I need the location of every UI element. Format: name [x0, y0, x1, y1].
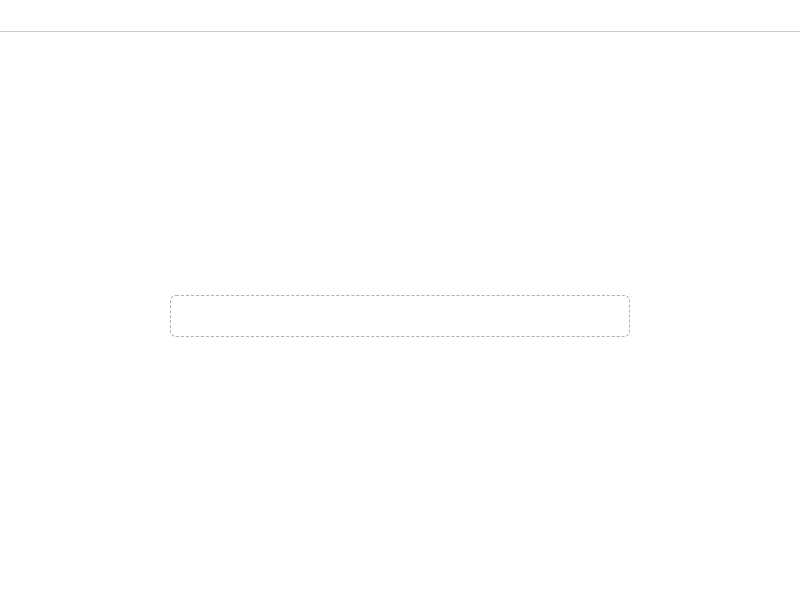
main-text [170, 295, 630, 337]
main-content [0, 32, 800, 600]
window-title [0, 0, 800, 32]
